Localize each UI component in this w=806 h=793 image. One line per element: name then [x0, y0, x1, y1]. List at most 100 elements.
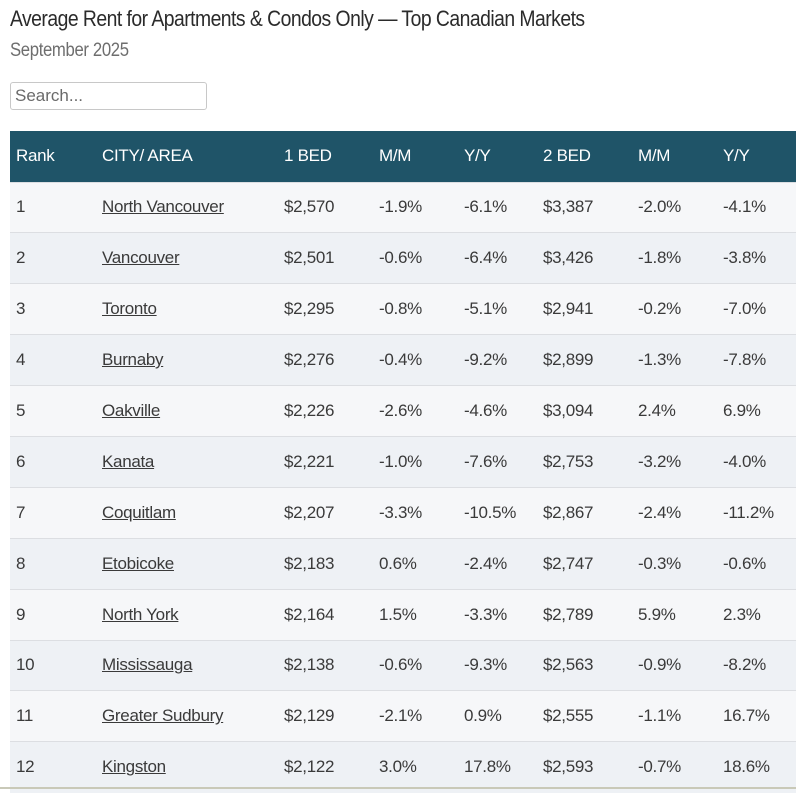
city-link[interactable]: Coquitlam	[102, 502, 176, 522]
one-bed-yy-cell: -6.4%	[464, 248, 507, 268]
two-bed-rent-cell: $2,555	[543, 706, 594, 726]
one-bed-mm-cell: -0.8%	[379, 299, 422, 319]
page-title: Average Rent for Apartments & Condos Onl…	[10, 6, 585, 31]
one-bed-rent-cell: $2,501	[284, 248, 335, 268]
two-bed-rent-cell: $2,867	[543, 502, 594, 522]
two-bed-yy-cell: -4.0%	[723, 451, 766, 471]
one-bed-rent-cell: $2,295	[284, 299, 335, 319]
one-bed-rent-cell: $2,122	[284, 757, 335, 777]
one-bed-yy-cell: -3.3%	[464, 604, 507, 624]
two-bed-yy-cell: 18.6%	[723, 757, 770, 777]
column-header-2-bed-mm[interactable]: M/M	[638, 146, 671, 166]
city-cell: Greater Sudbury	[96, 691, 278, 742]
two-bed-rent-cell: $2,593	[543, 757, 594, 777]
city-link[interactable]: North Vancouver	[102, 197, 224, 217]
rent-table: Rank CITY/ AREA 1 BED M/M Y/Y 2 BED M/M …	[10, 131, 796, 793]
one-bed-mm-cell: 1.5%	[379, 604, 417, 624]
rank-cell: 8	[16, 553, 26, 573]
city-link[interactable]: Toronto	[102, 299, 157, 319]
two-bed-rent-cell: $2,747	[543, 553, 594, 573]
city-cell: Burnaby	[96, 335, 278, 386]
one-bed-yy-cell: -4.6%	[464, 401, 507, 420]
city-link[interactable]: Etobicoke	[102, 553, 174, 573]
one-bed-mm-cell: -2.6%	[379, 401, 422, 420]
rank-cell: 11	[16, 706, 34, 726]
two-bed-yy-cell: -4.1%	[723, 197, 766, 217]
column-header-1-bed[interactable]: 1 BED	[284, 146, 332, 166]
city-cell: Toronto	[96, 284, 278, 335]
city-cell: Mississauga	[96, 640, 278, 691]
city-cell: Oakville	[96, 386, 278, 437]
one-bed-mm-cell: -0.6%	[379, 655, 422, 675]
two-bed-yy-cell: -3.8%	[723, 248, 766, 268]
one-bed-rent-cell: $2,207	[284, 502, 335, 522]
column-header-city[interactable]: CITY/ AREA	[102, 146, 193, 166]
two-bed-yy-cell: 2.3%	[723, 604, 761, 624]
table-row: 4 Burnaby $2,276 -0.4% -9.2% $2,899 -1.3% -7.8%	[10, 334, 796, 386]
city-cell: North Vancouver	[96, 182, 278, 233]
two-bed-rent-cell: $3,094	[543, 401, 594, 420]
one-bed-rent-cell: $2,164	[284, 604, 335, 624]
two-bed-mm-cell: 5.9%	[638, 604, 676, 624]
one-bed-rent-cell: $2,183	[284, 553, 335, 573]
rank-cell: 2	[16, 248, 26, 268]
city-cell: North York	[96, 589, 278, 640]
one-bed-yy-cell: 0.9%	[464, 706, 502, 726]
two-bed-yy-cell: -11.2%	[723, 502, 774, 522]
two-bed-rent-cell: $2,753	[543, 451, 594, 471]
column-header-2-bed-yy[interactable]: Y/Y	[723, 146, 750, 166]
one-bed-yy-cell: -5.1%	[464, 299, 507, 319]
bottom-divider	[0, 787, 796, 789]
city-cell: Etobicoke	[96, 538, 278, 589]
two-bed-rent-cell: $2,563	[543, 655, 594, 675]
city-link[interactable]: Greater Sudbury	[102, 706, 224, 726]
table-row: 2 Vancouver $2,501 -0.6% -6.4% $3,426 -1.8% -3.…	[10, 232, 796, 284]
one-bed-mm-cell: -0.6%	[379, 248, 422, 268]
rank-cell: 10	[16, 655, 35, 675]
column-header-rank[interactable]: Rank	[16, 146, 55, 166]
two-bed-rent-cell: $2,789	[543, 604, 594, 624]
one-bed-rent-cell: $2,221	[284, 451, 335, 471]
table-row: 7 Coquitlam $2,207 -3.3% -10.5% $2,867 -2.4% -1…	[10, 487, 796, 539]
one-bed-yy-cell: -10.5%	[464, 502, 517, 522]
city-link[interactable]: Burnaby	[102, 350, 164, 370]
city-cell: Coquitlam	[96, 487, 278, 538]
page-subtitle: September 2025	[10, 40, 129, 61]
one-bed-rent-cell: $2,138	[284, 655, 335, 675]
one-bed-yy-cell: -2.4%	[464, 553, 507, 573]
one-bed-mm-cell: -1.9%	[379, 197, 422, 217]
one-bed-yy-cell: -9.3%	[464, 655, 507, 675]
header-row: Rank CITY/ AREA 1 BED M/M Y/Y 2 BED M/M …	[10, 131, 796, 182]
two-bed-yy-cell: -8.2%	[723, 655, 766, 675]
two-bed-yy-cell: -7.0%	[723, 299, 766, 319]
column-header-1-bed-mm[interactable]: M/M	[379, 146, 412, 166]
city-link[interactable]: Kingston	[102, 757, 166, 777]
column-header-2-bed[interactable]: 2 BED	[543, 146, 591, 166]
one-bed-rent-cell: $2,129	[284, 706, 335, 726]
one-bed-mm-cell: -3.3%	[379, 502, 422, 522]
city-link[interactable]: Mississauga	[102, 655, 193, 675]
rank-cell: 4	[16, 350, 26, 370]
city-link[interactable]: North York	[102, 604, 179, 624]
table-header: Rank CITY/ AREA 1 BED M/M Y/Y 2 BED M/M …	[10, 131, 796, 182]
two-bed-yy-cell: 16.7%	[723, 706, 770, 726]
one-bed-rent-cell: $2,570	[284, 197, 335, 217]
one-bed-rent-cell: $2,276	[284, 350, 335, 370]
search-input[interactable]	[10, 82, 207, 110]
two-bed-mm-cell: -0.7%	[638, 757, 681, 777]
one-bed-mm-cell: 0.6%	[379, 553, 417, 573]
table-row: 8 Etobicoke $2,183 0.6% -2.4% $2,747 -0.3% -0.6…	[10, 538, 796, 590]
city-link[interactable]: Vancouver	[102, 248, 180, 268]
column-header-1-bed-yy[interactable]: Y/Y	[464, 146, 491, 166]
city-link[interactable]: Oakville	[102, 401, 161, 420]
two-bed-mm-cell: -0.9%	[638, 655, 681, 675]
city-cell: Kanata	[96, 436, 278, 487]
two-bed-rent-cell: $2,941	[543, 299, 594, 319]
table-row: 12 Kingston $2,122 3.0% 17.8% $2,593 -0.7% 18.6…	[10, 741, 796, 793]
two-bed-rent-cell: $3,387	[543, 197, 594, 217]
city-link[interactable]: Kanata	[102, 451, 155, 471]
rank-cell: 1	[16, 197, 26, 217]
one-bed-yy-cell: -9.2%	[464, 350, 507, 370]
two-bed-mm-cell: -2.4%	[638, 502, 681, 522]
table-row: 5 Oakville $2,226 -2.6% -4.6% $3,094 2.4% 6.9%	[10, 385, 796, 437]
